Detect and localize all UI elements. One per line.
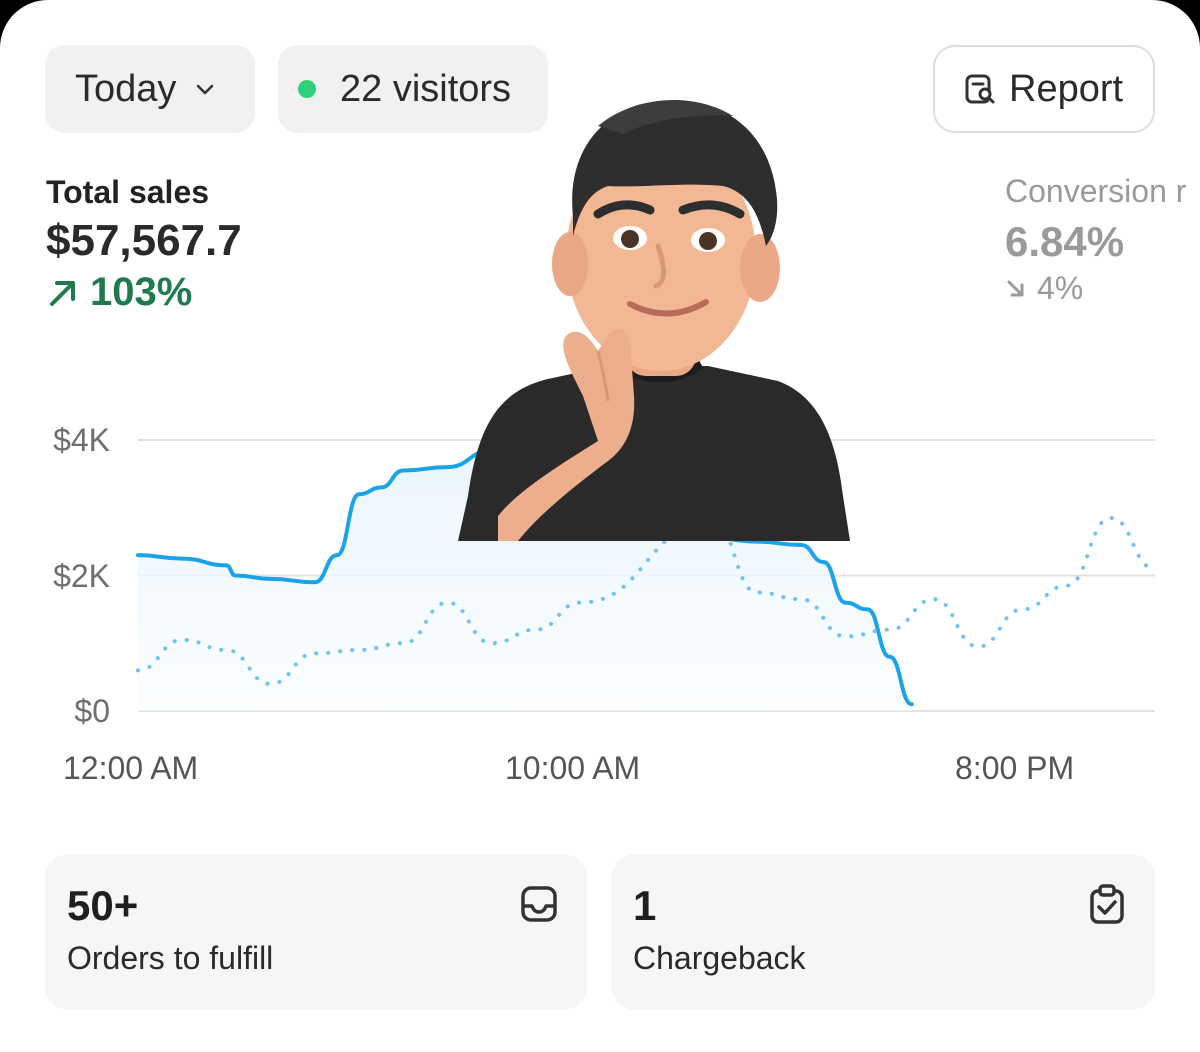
y-tick-label: $0 [74,693,110,729]
y-tick-label: $4K [53,422,110,458]
current-series-line [136,444,914,707]
chargeback-label: Chargeback [633,940,806,976]
visitors-count-label: 22 visitors [340,67,512,110]
arrow-down-right-icon [1007,280,1024,296]
live-status-dot-icon [298,80,316,98]
x-tick-label: 10:00 AM [505,750,641,786]
chargeback-tile[interactable]: 1 Chargeback [611,854,1155,1010]
x-tick-label: 8:00 PM [955,750,1075,786]
x-tick-label: 12:00 AM [63,750,199,786]
live-visitors-button[interactable]: 22 visitors [278,45,548,133]
conversion-rate-change-value: 4% [1037,270,1084,306]
clipboard-check-icon [1090,884,1124,924]
arrow-up-right-icon [50,280,75,306]
chargeback-count: 1 [633,882,657,929]
report-button-label: Report [1009,67,1124,110]
chevron-down-icon [197,84,214,95]
orders-to-fulfill-label: Orders to fulfill [67,940,274,976]
series-area-fill [138,446,912,711]
date-filter-button[interactable]: Today [45,45,255,133]
date-filter-label: Today [75,67,177,110]
orders-to-fulfill-tile[interactable]: 50+ Orders to fulfill [45,854,587,1010]
conversion-rate-change: 4% [1005,270,1083,307]
memoji-avatar-icon [458,99,850,541]
report-button[interactable]: Report [933,45,1155,133]
total-sales-change: 103% [46,270,192,315]
total-sales-label: Total sales [46,174,210,210]
inbox-tray-icon [521,886,557,922]
report-search-icon [965,74,995,104]
conversion-rate-value: 6.84% [1005,218,1125,265]
total-sales-value: $57,567.7 [46,216,242,265]
y-tick-label: $2K [53,558,110,594]
total-sales-change-value: 103% [90,270,193,314]
conversion-rate-label: Conversion r [1005,173,1187,209]
orders-to-fulfill-count: 50+ [67,882,139,929]
